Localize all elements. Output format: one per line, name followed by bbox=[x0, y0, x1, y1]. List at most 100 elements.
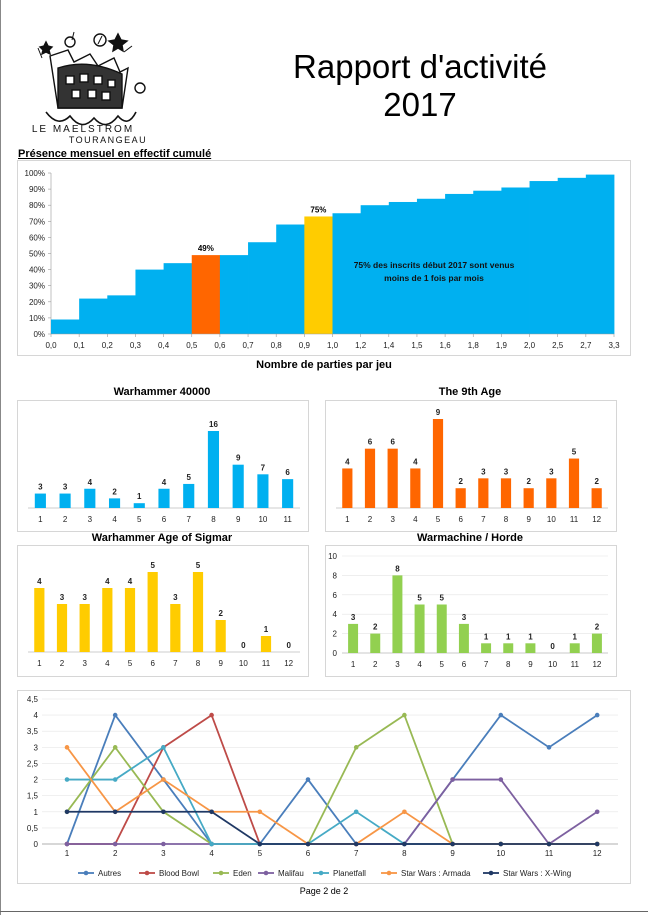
x-tick-label: 9 bbox=[526, 515, 531, 524]
presence-annotation-line2: moins de 1 fois par mois bbox=[384, 273, 484, 283]
presence-x-tick-label: 2,5 bbox=[552, 341, 564, 350]
bar-value-label: 1 bbox=[484, 632, 489, 641]
bar bbox=[108, 498, 121, 508]
bar-value-label: 0 bbox=[286, 641, 291, 650]
ninth-age-chart-title: The 9th Age bbox=[438, 386, 502, 398]
bar bbox=[500, 478, 512, 508]
series-point bbox=[257, 841, 263, 847]
series-point bbox=[112, 712, 118, 718]
bar bbox=[569, 643, 580, 653]
presence-chart-panel: 0% 10% 20% 30% 40% 50% 60% 70% 80% 90% 100% 49% 75% 0… bbox=[17, 160, 631, 356]
x-tick-label: 10 bbox=[239, 659, 248, 668]
presence-bar bbox=[163, 263, 193, 334]
bar-value-label: 6 bbox=[285, 468, 290, 477]
series-line bbox=[66, 713, 598, 845]
x-tick-label: 5 bbox=[137, 515, 142, 524]
x-tick-label: 5 bbox=[440, 660, 445, 669]
x-tick-label: 6 bbox=[458, 515, 463, 524]
report-title-line2: 2017 bbox=[383, 86, 457, 123]
presence-y-tick-label: 60% bbox=[29, 233, 45, 242]
series-point bbox=[161, 841, 166, 847]
x-tick-label: 4 bbox=[112, 515, 117, 524]
bar bbox=[410, 468, 421, 508]
bar-value-label: 1 bbox=[573, 632, 578, 641]
legend-label: Eden bbox=[233, 869, 252, 878]
bar-value-label: 4 bbox=[413, 457, 418, 466]
bar-value-label: 2 bbox=[112, 487, 117, 496]
presence-chart: 0% 10% 20% 30% 40% 50% 60% 70% 80% 90% 100% 49% 75% 0… bbox=[25, 169, 621, 350]
x-tick-label: 8 bbox=[504, 515, 509, 524]
bar bbox=[183, 483, 195, 508]
presence-bar bbox=[445, 193, 474, 334]
x-tick-label: 3 bbox=[161, 849, 166, 858]
legend-marker bbox=[263, 870, 269, 876]
bar bbox=[232, 464, 244, 508]
presence-x-tick-label: 0,5 bbox=[186, 341, 198, 350]
legend-label: Malifau bbox=[278, 869, 304, 878]
bar bbox=[124, 588, 136, 652]
presence-x-axis-label: Nombre de parties par jeu bbox=[256, 359, 392, 371]
logo-emblem bbox=[37, 31, 146, 126]
w40k-chart-title: Warhammer 40000 bbox=[113, 386, 211, 398]
x-tick-label: 5 bbox=[128, 659, 133, 668]
x-tick-label: 12 bbox=[592, 660, 601, 669]
presence-y-tick-label: 30% bbox=[29, 282, 45, 291]
bar bbox=[133, 503, 145, 508]
series-point bbox=[546, 745, 552, 750]
series-point bbox=[209, 809, 214, 815]
x-tick-label: 4 bbox=[413, 515, 418, 524]
bar bbox=[591, 488, 602, 508]
series-point bbox=[353, 841, 359, 847]
y-tick-label: 4,5 bbox=[27, 695, 39, 704]
presence-bar bbox=[135, 269, 164, 334]
bar-value-label: 9 bbox=[436, 408, 441, 417]
presence-y-tick-label: 50% bbox=[29, 250, 45, 259]
bar bbox=[455, 488, 466, 508]
legend-marker bbox=[144, 870, 150, 876]
presence-x-tick-label: 0,3 bbox=[130, 341, 142, 350]
bar-value-label: 1 bbox=[137, 492, 142, 501]
bar-value-label: 5 bbox=[417, 594, 422, 603]
bar bbox=[432, 419, 444, 508]
bar bbox=[282, 479, 294, 508]
series-point bbox=[112, 745, 118, 750]
x-tick-label: 11 bbox=[545, 849, 554, 858]
bar-value-label: 5 bbox=[150, 561, 155, 570]
presence-bar bbox=[473, 190, 502, 334]
series-point bbox=[353, 809, 359, 815]
bar-value-label: 2 bbox=[373, 623, 378, 632]
ninth-age-chart: 4 1 6 2 6 3 4 4 9 5 2 6 3 7 3 8 2 9 3 10 5 11 2 12 bbox=[336, 408, 608, 524]
x-tick-label: 11 bbox=[570, 515, 579, 524]
bar-value-label: 4 bbox=[105, 577, 110, 586]
bar-value-label: 2 bbox=[218, 609, 223, 618]
bar bbox=[546, 478, 557, 508]
x-tick-label: 6 bbox=[162, 515, 167, 524]
y-tick-label: 1,5 bbox=[27, 792, 39, 801]
x-tick-label: 3 bbox=[395, 660, 400, 669]
presence-x-tick-label: 2,0 bbox=[524, 341, 536, 350]
presence-x-tick-label: 0,8 bbox=[271, 341, 283, 350]
x-tick-label: 3 bbox=[88, 515, 93, 524]
presence-y-tick-label: 100% bbox=[25, 169, 45, 178]
presence-annotation-line1: 75% des inscrits début 2017 sont venus bbox=[354, 260, 515, 270]
bar bbox=[414, 604, 425, 653]
x-tick-label: 1 bbox=[345, 515, 350, 524]
series-point bbox=[402, 712, 407, 718]
presence-bar bbox=[360, 205, 390, 334]
bar-value-label: 3 bbox=[549, 467, 554, 476]
series-point bbox=[112, 809, 118, 815]
x-tick-label: 6 bbox=[306, 849, 311, 858]
y-tick-label: 10 bbox=[328, 552, 337, 561]
x-tick-label: 7 bbox=[187, 515, 192, 524]
bar-value-label: 5 bbox=[187, 473, 192, 482]
series-point bbox=[64, 777, 70, 782]
bar-value-label: 3 bbox=[82, 593, 87, 602]
x-tick-label: 8 bbox=[506, 660, 511, 669]
presence-y-tick-label: 10% bbox=[29, 314, 45, 323]
presence-bar bbox=[557, 177, 587, 334]
bar-value-label: 6 bbox=[390, 438, 395, 447]
series-point bbox=[594, 841, 600, 847]
presence-bar bbox=[107, 295, 136, 334]
x-tick-label: 11 bbox=[571, 660, 580, 669]
